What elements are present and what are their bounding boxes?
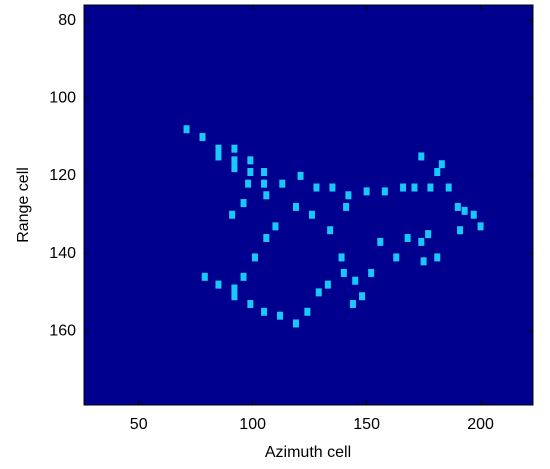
point	[199, 133, 206, 142]
point	[240, 272, 247, 281]
point	[279, 179, 286, 188]
point	[377, 237, 384, 246]
point	[454, 202, 461, 211]
point	[477, 222, 484, 231]
point	[418, 237, 425, 246]
point	[329, 183, 336, 192]
point	[231, 156, 238, 165]
point	[292, 202, 299, 211]
y-tick-label: 160	[49, 322, 76, 339]
point	[247, 300, 254, 309]
point	[445, 183, 452, 192]
point	[327, 226, 334, 235]
y-tick-label: 120	[49, 167, 76, 184]
point	[261, 179, 268, 188]
point	[251, 253, 258, 262]
point	[411, 183, 418, 192]
point	[263, 234, 270, 243]
point	[292, 319, 299, 328]
point	[215, 144, 222, 153]
point	[420, 257, 427, 266]
point	[457, 226, 464, 235]
point	[313, 183, 320, 192]
point	[434, 253, 441, 262]
point	[400, 183, 407, 192]
point	[247, 156, 254, 165]
point	[247, 167, 254, 176]
point	[343, 202, 350, 211]
point	[231, 284, 238, 293]
point	[229, 210, 236, 219]
point	[438, 160, 445, 169]
axes-frame	[83, 4, 534, 406]
x-tick-label: 50	[130, 416, 148, 433]
point	[324, 280, 331, 289]
y-tick-label: 100	[49, 89, 76, 106]
point	[231, 164, 238, 173]
point	[263, 191, 270, 200]
point	[308, 210, 315, 219]
y-axis-label: Range cell	[15, 167, 32, 243]
point	[352, 276, 359, 285]
point	[304, 307, 311, 316]
x-tick-label: 100	[239, 416, 266, 433]
point	[201, 272, 208, 281]
point	[315, 288, 322, 297]
point	[425, 230, 432, 239]
point	[240, 199, 247, 208]
point	[363, 187, 370, 196]
point	[215, 152, 222, 161]
x-axis-label: Azimuth cell	[265, 444, 351, 461]
point	[338, 253, 345, 262]
point	[418, 152, 425, 161]
point	[404, 234, 411, 243]
points	[183, 125, 484, 328]
y-tick-label: 80	[58, 12, 76, 29]
point	[272, 222, 279, 231]
point	[461, 206, 468, 215]
point	[349, 300, 356, 309]
point	[434, 167, 441, 176]
point	[368, 268, 375, 277]
point	[340, 268, 347, 277]
x-tick-label: 150	[353, 416, 380, 433]
point	[215, 280, 222, 289]
point	[183, 125, 190, 134]
point	[261, 307, 268, 316]
point	[245, 179, 252, 188]
point	[470, 210, 477, 219]
point	[297, 171, 304, 180]
y-tick-label: 140	[49, 245, 76, 262]
plot-background	[84, 5, 533, 405]
point	[359, 292, 366, 301]
point	[427, 183, 434, 192]
point	[393, 253, 400, 262]
point	[277, 311, 284, 320]
point	[261, 167, 268, 176]
point	[231, 292, 238, 301]
point	[381, 187, 388, 196]
x-tick-label: 200	[467, 416, 494, 433]
point	[345, 191, 352, 200]
point	[231, 144, 238, 153]
